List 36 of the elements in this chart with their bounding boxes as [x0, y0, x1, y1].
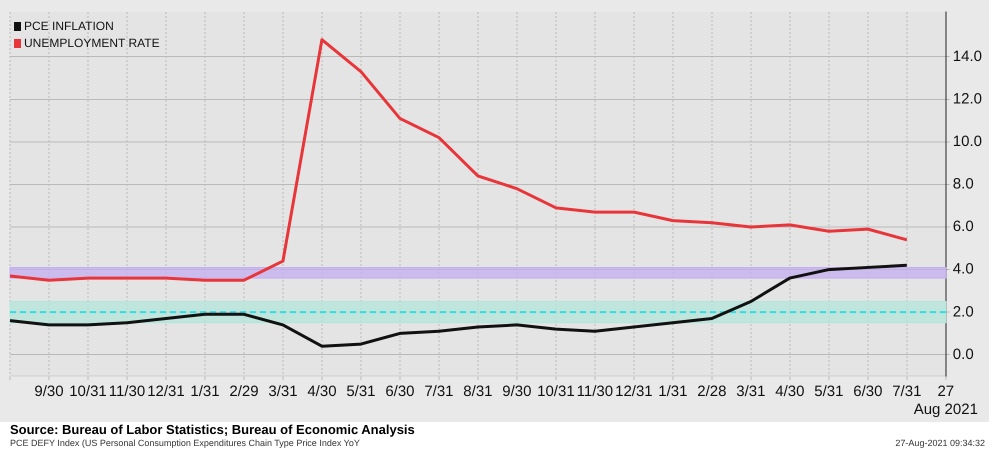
y-tick-label: 14.0	[952, 48, 982, 65]
y-tick-label: 10.0	[952, 132, 982, 150]
x-tick-label: 10/31	[69, 383, 107, 400]
x-tick-label: 6/30	[853, 383, 882, 400]
x-tick-label: 11/30	[576, 383, 614, 400]
x-tick-label: 2/28	[697, 383, 726, 400]
x-tick-label: 6/30	[385, 383, 415, 400]
x-tick-label: 10/31	[537, 383, 575, 400]
x-tick-label: 4/30	[775, 383, 804, 400]
x-tick-label: 11/30	[108, 383, 146, 400]
y-tick-label: 8.0	[952, 176, 974, 193]
x-tick-label: 1/31	[658, 383, 688, 400]
x-tick-label: 2/29	[229, 383, 259, 400]
source-note: Source: Bureau of Labor Statistics; Bureau of Economic Analysis	[10, 422, 415, 437]
legend-label: UNEMPLOYMENT RATE	[24, 35, 160, 52]
y-tick-label: 6.0	[952, 218, 974, 236]
x-tick-label: 12/31	[147, 383, 185, 400]
x-tick-label: 5/31	[814, 383, 844, 400]
x-tick-label: 9/30	[34, 383, 64, 400]
text: PCE DEFY Index (US Personal Consumption Expenditures Chain Type Price Index YoY	[10, 438, 360, 448]
x-tick-label: 7/31	[424, 383, 454, 400]
x-tick-label: 8/31	[463, 383, 493, 400]
x-tick-label: 9/30	[502, 383, 532, 400]
x-tick-label: 12/31	[615, 383, 653, 400]
x-tick-label: 3/31	[268, 383, 298, 400]
x-tick-label: 5/31	[346, 383, 376, 400]
text: 27-Aug-2021 09:34:32	[895, 438, 985, 448]
y-tick-label: 4.0	[952, 260, 974, 278]
y-tick-label: 0.0	[952, 346, 974, 363]
x-tick-label: 3/31	[736, 383, 766, 400]
x-tick-label: 1/31	[190, 383, 220, 400]
y-tick-label: 2.0	[952, 303, 974, 320]
x-tick-label: 7/31	[892, 383, 922, 400]
x-tick-label: 4/30	[307, 383, 337, 400]
y-tick-label: 12.0	[952, 90, 982, 108]
legend-label: PCE INFLATION	[24, 18, 114, 35]
